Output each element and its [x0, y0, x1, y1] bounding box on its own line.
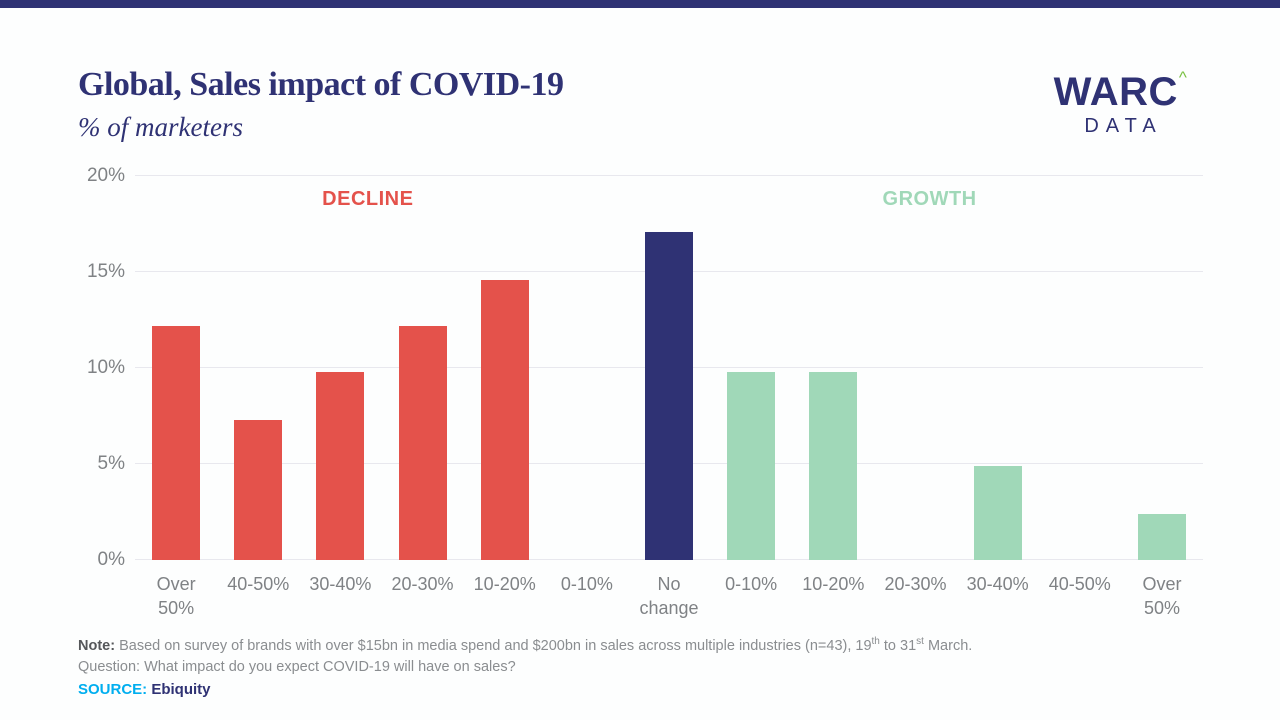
top-accent-bar — [0, 0, 1280, 8]
x-axis-label: 40-50% — [227, 574, 290, 594]
x-axis-label: 0-10% — [725, 574, 778, 594]
bar-decline — [152, 325, 201, 560]
page-subtitle: % of marketers — [78, 112, 243, 142]
bar-decline — [398, 325, 447, 560]
note-superscript-th: th — [871, 636, 880, 647]
bar-slot — [1121, 176, 1203, 560]
bar-growth — [973, 465, 1022, 560]
bars-row — [135, 176, 1203, 560]
footnotes: Note: Based on survey of brands with ove… — [78, 631, 972, 700]
growth-zone-label: GROWTH — [882, 188, 977, 210]
warc-logo-data-text: DATA — [1084, 115, 1163, 137]
bar-slot — [381, 176, 463, 560]
bar-slot — [710, 176, 792, 560]
bar-slot — [546, 176, 628, 560]
x-axis-label: No change — [639, 574, 699, 618]
warc-caret-icon: ^ — [1178, 68, 1188, 87]
x-axis-label: 20-30% — [884, 574, 947, 594]
bar-neutral — [645, 231, 694, 560]
x-axis-labels: Over 50% 40-50% 30-40% 20-30% 10-20% 0-10% No … — [135, 572, 1203, 620]
page-title: Global, Sales impact of COVID-19 — [78, 66, 564, 103]
note-text-2: to 31 — [879, 637, 917, 654]
bar-slot — [792, 176, 874, 560]
note-superscript-st: st — [916, 636, 924, 647]
bar-slot — [135, 176, 217, 560]
note-label: Note: — [78, 637, 116, 654]
bar-decline — [480, 279, 529, 560]
decline-zone-label: DECLINE — [322, 188, 414, 210]
plot-area: DECLINE GROWTH 0% 5% 10% 15% 20% — [87, 165, 1203, 570]
x-axis-label: Over 50% — [156, 574, 196, 618]
note-line: Note: Based on survey of brands with ove… — [78, 631, 972, 657]
bar-slot — [874, 176, 956, 560]
x-axis-label: 40-50% — [1048, 574, 1111, 594]
source-line: SOURCE: Ebiquity — [78, 679, 972, 700]
bar-growth — [1137, 513, 1186, 560]
bar-slot — [1039, 176, 1121, 560]
x-axis-label: 10-20% — [473, 574, 536, 594]
source-value: Ebiquity — [147, 680, 211, 698]
gridline — [135, 175, 1203, 176]
note-text: Based on survey of brands with over $15b… — [115, 637, 872, 654]
bar-decline — [234, 419, 283, 560]
y-tick-label: 15% — [86, 261, 125, 282]
warc-logo-wordmark: WARC^ — [1050, 69, 1190, 114]
note-text-3: March. — [923, 637, 973, 654]
bar-slot — [628, 176, 710, 560]
x-axis-label: Over 50% — [1142, 574, 1182, 618]
y-tick-label: 20% — [86, 165, 125, 186]
bar-growth — [809, 371, 858, 560]
bar-slot — [299, 176, 381, 560]
x-axis-label: 0-10% — [560, 574, 613, 594]
x-axis-label: 30-40% — [966, 574, 1029, 594]
bar-growth — [727, 371, 776, 560]
bar-slot — [464, 176, 546, 560]
bar-slot — [217, 176, 299, 560]
bar-decline — [316, 371, 365, 560]
bar-slot — [957, 176, 1039, 560]
y-tick-label: 0% — [97, 549, 125, 570]
source-label: SOURCE: — [78, 680, 148, 698]
x-axis-label: 10-20% — [802, 574, 865, 594]
y-tick-label: 5% — [97, 453, 125, 474]
x-axis-label: 20-30% — [391, 574, 454, 594]
warc-logo-text: WARC — [1053, 70, 1178, 114]
question-line: Question: What impact do you expect COVI… — [78, 658, 516, 675]
x-axis-label: 30-40% — [309, 574, 372, 594]
y-tick-label: 10% — [86, 357, 125, 378]
warc-data-logo: WARC^ DATA — [1050, 69, 1190, 138]
